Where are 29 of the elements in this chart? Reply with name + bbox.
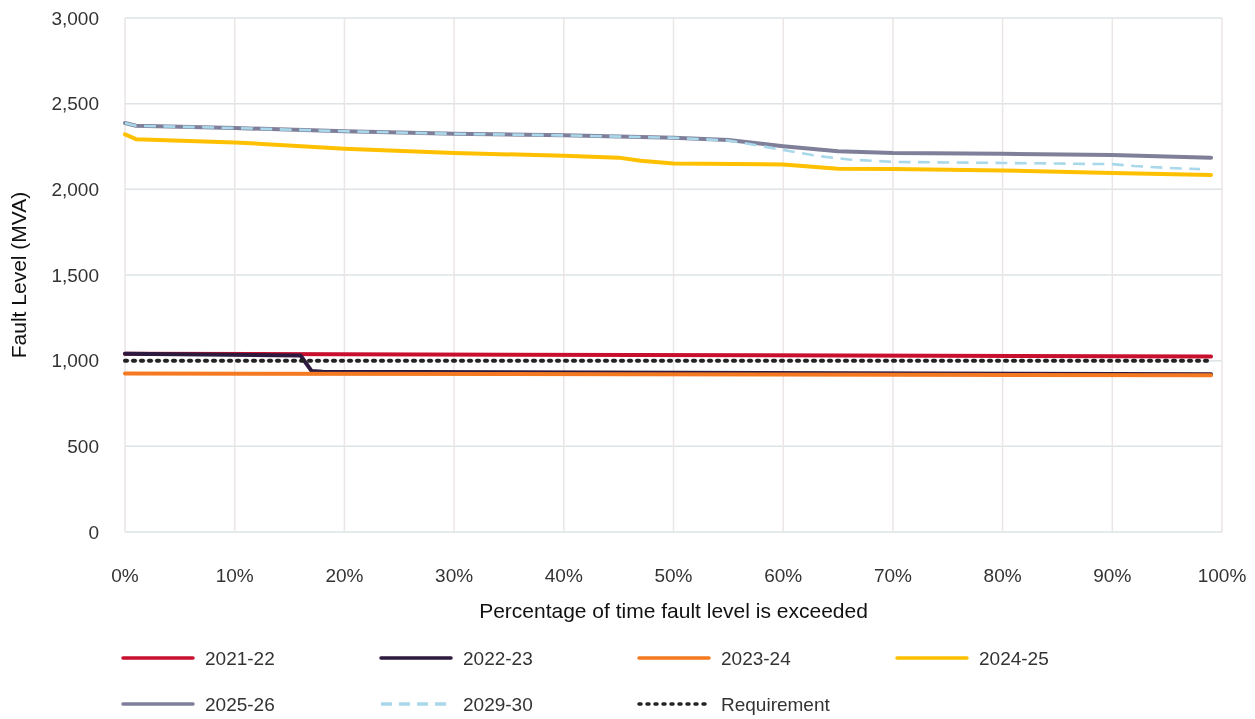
x-tick-label: 20% xyxy=(325,565,364,586)
y-tick-label: 2,500 xyxy=(51,93,99,115)
legend-label: 2024-25 xyxy=(979,647,1049,669)
legend-label: 2022-23 xyxy=(463,647,533,669)
x-tick-label: 80% xyxy=(983,565,1022,586)
y-tick-label: 3,000 xyxy=(51,7,99,29)
x-tick-label: 70% xyxy=(873,565,913,586)
x-tick-label: 100% xyxy=(1197,565,1247,586)
y-tick-label: 0 xyxy=(88,521,99,543)
line-series xyxy=(123,132,1214,177)
x-tick-label: 90% xyxy=(1093,565,1132,586)
x-tick-label: 50% xyxy=(654,565,693,586)
legend-label: Requirement xyxy=(721,693,831,715)
x-tick-label: 0% xyxy=(111,565,139,586)
y-tick-label: 1,500 xyxy=(51,264,99,286)
legend-label: 2029-30 xyxy=(463,693,533,715)
legend-label: 2023-24 xyxy=(721,647,792,669)
legend-label: 2025-26 xyxy=(205,693,275,715)
x-tick-label: 40% xyxy=(544,565,583,586)
line-series xyxy=(123,121,1202,171)
y-tick-label: 1,000 xyxy=(51,350,99,372)
legend-label: 2021-22 xyxy=(205,647,275,669)
x-axis-title: Percentage of time fault level is exceeded xyxy=(479,599,868,622)
x-tick-label: 30% xyxy=(435,565,474,586)
y-tick-label: 2,000 xyxy=(51,178,99,200)
x-tick-label: 60% xyxy=(764,565,803,586)
y-axis-title: Fault Level (MVA) xyxy=(7,191,30,359)
x-tick-label: 10% xyxy=(215,565,254,586)
y-tick-label: 500 xyxy=(67,435,99,457)
